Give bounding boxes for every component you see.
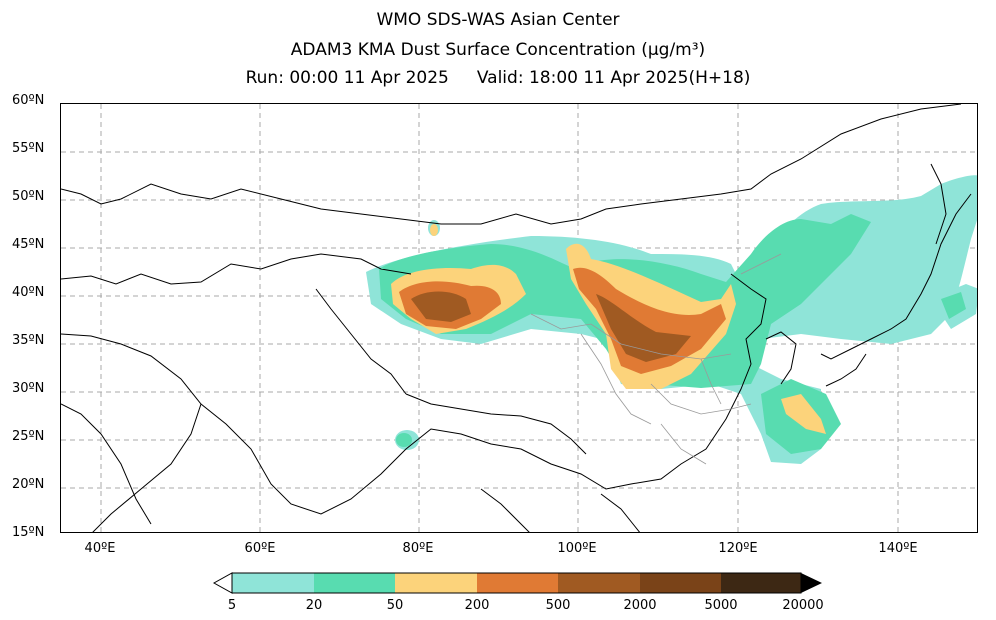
lat-label-55: 55ºN bbox=[12, 141, 45, 156]
valid-time: Valid: 18:00 11 Apr 2025(H+18) bbox=[476, 68, 751, 88]
lon-label-120: 120ºE bbox=[718, 541, 758, 556]
legend-swatch-2 bbox=[314, 573, 395, 593]
legend-swatch-7 bbox=[721, 573, 801, 593]
lat-label-45: 45ºN bbox=[12, 237, 45, 252]
title-line-2: ADAM3 KMA Dust Surface Concentration (μg… bbox=[290, 40, 706, 60]
lat-label-25: 25ºN bbox=[12, 429, 45, 444]
legend-arrow-right bbox=[801, 573, 822, 593]
legend-tick-20000: 20000 bbox=[782, 598, 824, 613]
title-line-1: WMO SDS-WAS Asian Center bbox=[376, 10, 620, 30]
legend-tick-500: 500 bbox=[545, 598, 571, 613]
lon-label-100: 100ºE bbox=[557, 541, 597, 556]
legend-arrow-left bbox=[212, 572, 233, 594]
lon-label-140: 140ºE bbox=[878, 541, 918, 556]
legend-tick-5: 5 bbox=[227, 598, 237, 613]
legend-tick-200: 200 bbox=[464, 598, 490, 613]
lat-label-35: 35ºN bbox=[12, 333, 45, 348]
lat-label-20: 20ºN bbox=[12, 477, 45, 492]
title-line-3: Run: 00:00 11 Apr 2025 Valid: 18:00 11 Ap… bbox=[0, 68, 996, 88]
map-panel bbox=[60, 103, 978, 533]
lat-label-40: 40ºN bbox=[12, 285, 45, 300]
country-borders bbox=[61, 104, 972, 532]
legend-swatch-5 bbox=[558, 573, 640, 593]
dust-map bbox=[61, 104, 977, 532]
legend-swatch-3 bbox=[395, 573, 477, 593]
dust-level-500-2000 bbox=[411, 291, 691, 362]
legend-swatch-1 bbox=[232, 573, 314, 593]
legend-tick-20: 20 bbox=[305, 598, 323, 613]
legend-tick-2000: 2000 bbox=[623, 598, 657, 613]
province-borders bbox=[530, 253, 782, 465]
run-time: Run: 00:00 11 Apr 2025 bbox=[245, 68, 449, 88]
lat-label-30: 30ºN bbox=[12, 381, 45, 396]
lat-label-50: 50ºN bbox=[12, 189, 45, 204]
legend-tick-5000: 5000 bbox=[704, 598, 738, 613]
legend-tick-50: 50 bbox=[386, 598, 404, 613]
legend-colorbar bbox=[212, 572, 822, 594]
lat-label-15: 15ºN bbox=[12, 525, 45, 540]
legend-swatch-4 bbox=[477, 573, 558, 593]
legend-swatch-6 bbox=[640, 573, 721, 593]
lon-label-40: 40ºE bbox=[84, 541, 116, 556]
lon-label-80: 80ºE bbox=[402, 541, 434, 556]
lat-label-60: 60ºN bbox=[12, 93, 45, 108]
lon-label-60: 60ºE bbox=[244, 541, 276, 556]
